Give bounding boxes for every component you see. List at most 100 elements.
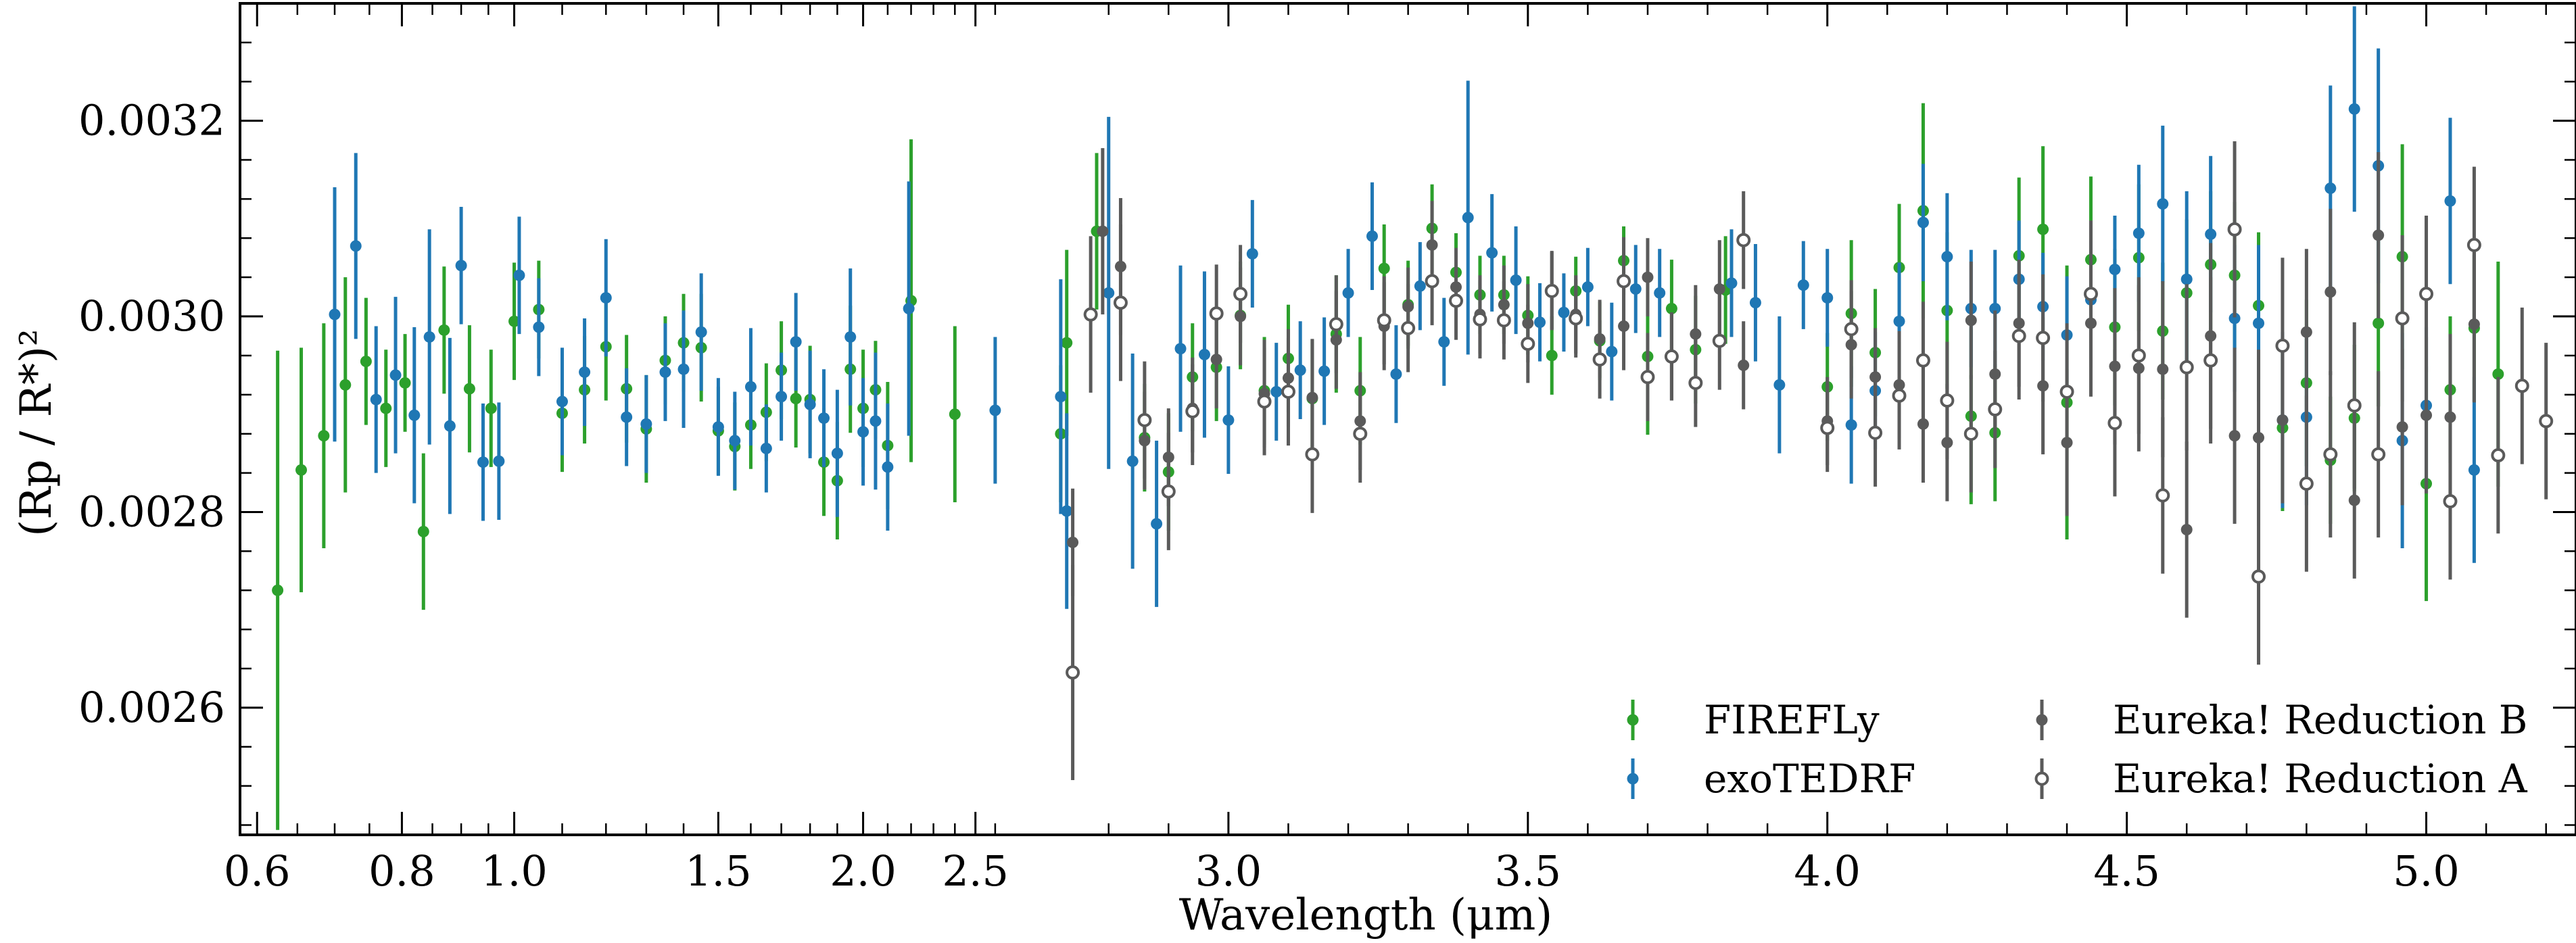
data-point (2347, 398, 2362, 413)
data-point (2155, 488, 2170, 503)
data-point (508, 315, 521, 327)
data-point (949, 408, 961, 420)
data-point (831, 448, 843, 460)
data-point (1665, 302, 1677, 314)
data-point (1198, 348, 1210, 360)
x-tick-label: 2.0 (830, 846, 897, 896)
data-point (463, 383, 475, 395)
data-point (790, 336, 802, 348)
data-point (844, 331, 857, 343)
data-point (1581, 281, 1594, 293)
data-point (1773, 379, 1786, 391)
data-point (1546, 349, 1558, 362)
data-point (1378, 262, 1390, 274)
data-point (399, 377, 411, 389)
data-point (1893, 315, 1905, 327)
data-point (2059, 384, 2074, 399)
data-point (1305, 447, 1320, 462)
data-point (1438, 336, 1450, 348)
data-point (659, 366, 671, 379)
data-point (417, 525, 429, 537)
legend-item: exoTEDRF (1627, 756, 1915, 802)
data-point (1329, 317, 1343, 332)
data-point (1521, 337, 1535, 352)
data-point (1462, 212, 1474, 224)
data-point (1097, 225, 1109, 237)
data-point (1915, 353, 1930, 368)
data-point (1917, 418, 1929, 430)
data-point (389, 369, 402, 381)
y-axis-label: (Rp / R*)² (11, 329, 62, 536)
data-point (1712, 333, 1727, 348)
data-point (1821, 292, 1834, 304)
data-point (2514, 379, 2529, 393)
data-point (1592, 352, 1607, 367)
data-point (2203, 353, 2218, 368)
legend: FIREFLy exoTEDRF Eureka! Reduction B Eureka… (1627, 697, 2528, 802)
data-point (1989, 302, 2001, 314)
data-point (1844, 322, 1859, 337)
data-point (2131, 348, 2146, 363)
data-point (1640, 370, 1655, 385)
x-tick-label: 4.0 (1794, 846, 1861, 896)
series-eureka-reduction-a (1066, 141, 2554, 780)
data-point (1281, 384, 1295, 399)
data-point (1917, 216, 1929, 228)
data-point (1988, 402, 2003, 417)
data-point (869, 415, 882, 427)
data-point (1185, 404, 1200, 418)
data-point (600, 292, 612, 304)
data-point (640, 418, 652, 430)
data-point (477, 456, 489, 468)
x-tick-label: 2.5 (942, 846, 1009, 896)
data-point (1690, 328, 1702, 340)
data-point (1738, 359, 1750, 371)
data-point (2443, 494, 2458, 509)
data-point (695, 326, 707, 338)
data-point (408, 409, 421, 421)
data-point (744, 381, 757, 393)
data-point (1083, 307, 1098, 322)
data-point (1126, 455, 1139, 467)
x-tick-label: 4.5 (2093, 846, 2160, 896)
data-point (857, 426, 869, 438)
data-point (2037, 223, 2049, 235)
data-point (1963, 427, 1978, 441)
data-point (2227, 222, 2242, 237)
data-point (712, 421, 724, 433)
data-point (1544, 283, 1559, 298)
data-point (1401, 320, 1416, 335)
data-point (729, 435, 741, 447)
data-point (1496, 313, 1511, 328)
legend-label: Eureka! Reduction B (2113, 697, 2527, 743)
data-point (380, 402, 392, 414)
data-point (2372, 229, 2385, 241)
data-point (1353, 427, 1368, 441)
data-point (2132, 227, 2145, 239)
data-point (2395, 311, 2410, 326)
data-point (2228, 430, 2241, 442)
data-point (444, 420, 456, 432)
data-point (2348, 103, 2360, 115)
data-point (2492, 368, 2504, 380)
data-point (2539, 414, 2554, 429)
data-point (1736, 233, 1751, 247)
data-point (360, 356, 372, 368)
legend-item: Eureka! Reduction A (2034, 756, 2528, 802)
data-point (2109, 264, 2121, 276)
data-point (455, 260, 467, 272)
data-point (1174, 343, 1187, 355)
data-point (370, 393, 382, 406)
data-point (1941, 251, 1953, 263)
data-point (1618, 320, 1630, 333)
data-point (1222, 414, 1235, 426)
data-point (533, 321, 545, 333)
data-point (1233, 287, 1248, 301)
data-point (2180, 524, 2193, 536)
data-point (1749, 297, 1761, 309)
data-point (2420, 409, 2433, 421)
data-point (1294, 364, 1306, 377)
data-series (272, 6, 2554, 830)
legend-marker (1627, 773, 1639, 785)
data-point (903, 302, 915, 314)
